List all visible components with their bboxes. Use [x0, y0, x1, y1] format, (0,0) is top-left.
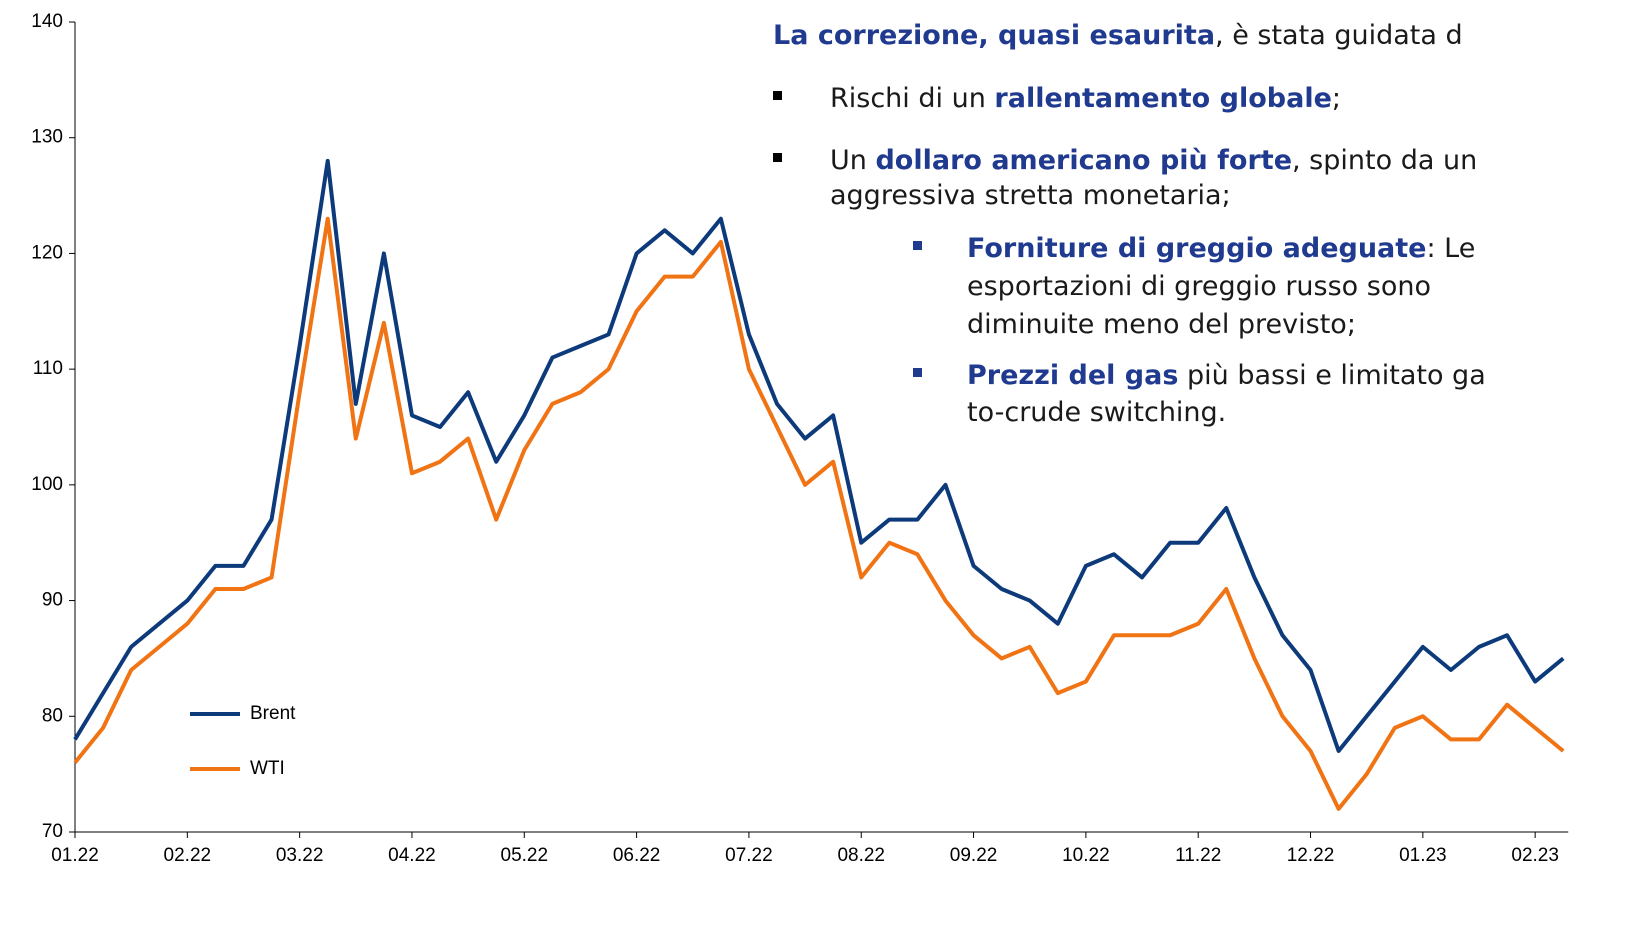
x-tick-label: 06.22 — [613, 845, 661, 866]
series-line — [73, 216, 1565, 811]
annotation-run: , è stata guidata d — [1215, 20, 1463, 51]
y-tick-label: 120 — [31, 242, 63, 263]
annotation-run: to-crude switching. — [967, 397, 1226, 428]
annotation-run: Un — [830, 145, 875, 176]
x-tick-label: 01.22 — [51, 845, 99, 866]
legend-label: WTI — [250, 758, 285, 779]
annotation-run: La correzione, quasi esaurita — [773, 20, 1215, 51]
annotation-line: Prezzi del gas più bassi e limitato ga — [967, 360, 1486, 391]
annotation-run: più bassi e limitato ga — [1178, 360, 1485, 391]
x-tick-label: 02.22 — [164, 845, 212, 866]
y-tick-label: 110 — [33, 358, 63, 379]
bullet — [913, 241, 922, 250]
x-tick-label: 11.22 — [1175, 845, 1221, 866]
y-tick-label: 70 — [42, 821, 63, 842]
annotation-run: ; — [1332, 83, 1341, 114]
annotation-run: Prezzi del gas — [967, 360, 1178, 391]
annotation-line: Rischi di un rallentamento globale; — [830, 83, 1341, 114]
bullet — [773, 153, 782, 162]
annotation-run: dollaro americano più forte — [875, 145, 1292, 176]
x-tick-label: 09.22 — [950, 845, 998, 866]
annotation-run: Rischi di un — [830, 83, 994, 114]
y-tick-label: 140 — [31, 11, 63, 32]
x-tick-label: 04.22 — [388, 845, 436, 866]
legend-label: Brent — [250, 703, 296, 724]
x-tick-label: 03.22 — [276, 845, 324, 866]
y-tick-label: 130 — [31, 127, 63, 148]
annotation-run: : Le — [1427, 233, 1476, 264]
x-tick-label: 12.22 — [1287, 845, 1335, 866]
x-tick-label: 08.22 — [837, 845, 885, 866]
bullet — [773, 91, 782, 100]
x-tick-label: 07.22 — [725, 845, 773, 866]
annotation-line: Un dollaro americano più forte, spinto d… — [830, 145, 1477, 176]
x-tick-label: 01.23 — [1399, 845, 1447, 866]
y-tick-label: 80 — [42, 705, 63, 726]
annotation-line: aggressiva stretta monetaria; — [830, 180, 1231, 211]
x-tick-label: 05.22 — [501, 845, 549, 866]
annotation-line: Forniture di greggio adeguate: Le — [967, 233, 1475, 264]
x-tick-label: 10.22 — [1062, 845, 1110, 866]
bullets — [773, 91, 922, 377]
bullet — [913, 368, 922, 377]
y-tick-label: 100 — [31, 474, 63, 495]
annotation-line: La correzione, quasi esaurita, è stata g… — [773, 20, 1463, 51]
annotation-run: esportazioni di greggio russo sono — [967, 271, 1431, 302]
annotation-run: Forniture di greggio adeguate — [967, 233, 1427, 264]
annotation-run: , spinto da un — [1292, 145, 1477, 176]
annotation-run: aggressiva stretta monetaria; — [830, 180, 1231, 211]
series-line — [73, 158, 1565, 753]
annotation: La correzione, quasi esaurita, è stata g… — [773, 20, 1486, 428]
annotation-line: to-crude switching. — [967, 397, 1226, 428]
annotation-run: rallentamento globale — [994, 83, 1331, 114]
x-tick-label: 02.23 — [1511, 845, 1559, 866]
annotation-line: diminuite meno del previsto; — [967, 309, 1356, 340]
y-tick-label: 90 — [42, 590, 63, 611]
annotation-run: diminuite meno del previsto; — [967, 309, 1356, 340]
annotation-line: esportazioni di greggio russo sono — [967, 271, 1431, 302]
